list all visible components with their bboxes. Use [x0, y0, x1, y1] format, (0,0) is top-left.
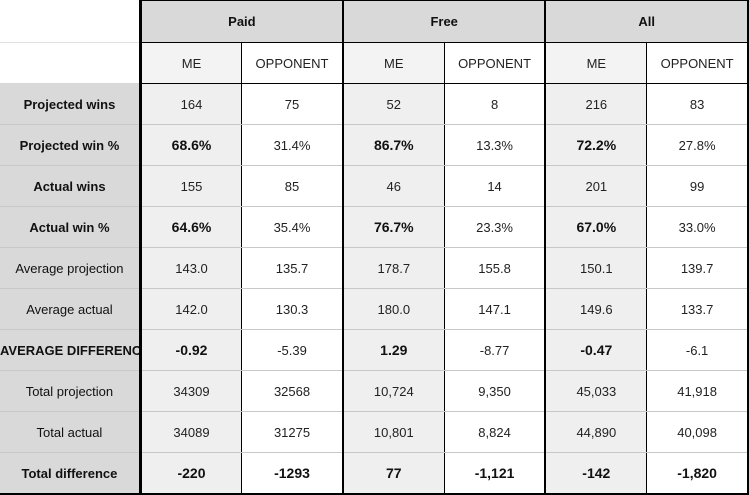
- cell-opponent[interactable]: 155.8: [444, 247, 547, 289]
- cell-opponent[interactable]: 23.3%: [444, 206, 547, 248]
- cell-me[interactable]: 149.6: [545, 288, 648, 330]
- cell-opponent[interactable]: 130.3: [241, 288, 344, 330]
- subheader-opponent[interactable]: OPPONENT: [444, 42, 547, 84]
- cell-me[interactable]: 164: [140, 83, 243, 125]
- cell-me[interactable]: 76.7%: [342, 206, 445, 248]
- cell-me[interactable]: 68.6%: [140, 124, 243, 166]
- subheader-opponent[interactable]: OPPONENT: [241, 42, 344, 84]
- cell-opponent[interactable]: -8.77: [444, 329, 547, 371]
- cell-me[interactable]: 77: [342, 452, 445, 495]
- cell-me[interactable]: 201: [545, 165, 648, 207]
- cell-me[interactable]: 34309: [140, 370, 243, 412]
- cell-me[interactable]: -142: [545, 452, 648, 495]
- cell-me[interactable]: 64.6%: [140, 206, 243, 248]
- table-row: Actual wins 155 85 46 14 201 99: [0, 165, 749, 207]
- cell-opponent[interactable]: -1,121: [444, 452, 547, 495]
- group-header-paid[interactable]: Paid: [139, 0, 344, 43]
- cell-me[interactable]: 72.2%: [545, 124, 648, 166]
- row-label[interactable]: AVERAGE DIFFERENCE: [0, 329, 142, 371]
- cell-opponent[interactable]: 8: [444, 83, 547, 125]
- cell-opponent[interactable]: -5.39: [241, 329, 344, 371]
- cell-opponent[interactable]: 75: [241, 83, 344, 125]
- table-row: Actual win % 64.6% 35.4% 76.7% 23.3% 67.0% 33.…: [0, 206, 749, 248]
- cell-opponent[interactable]: -1,820: [646, 452, 749, 495]
- cell-opponent[interactable]: 41,918: [646, 370, 749, 412]
- row-label[interactable]: Total difference: [0, 452, 142, 495]
- cell-opponent[interactable]: 9,350: [444, 370, 547, 412]
- table-row: AVERAGE DIFFERENCE -0.92 -5.39 1.29 -8.77 -0.…: [0, 329, 749, 371]
- cell-opponent[interactable]: 8,824: [444, 411, 547, 453]
- cell-me[interactable]: -220: [140, 452, 243, 495]
- corner-cell[interactable]: [0, 42, 142, 84]
- subheader-me[interactable]: ME: [545, 42, 648, 84]
- cell-opponent[interactable]: 40,098: [646, 411, 749, 453]
- group-header-row: Paid Free All: [0, 0, 749, 43]
- cell-opponent[interactable]: -6.1: [646, 329, 749, 371]
- table-row: Total actual 34089 31275 10,801 8,824 44,890 4…: [0, 411, 749, 453]
- row-label[interactable]: Total actual: [0, 411, 142, 453]
- cell-me[interactable]: 216: [545, 83, 648, 125]
- cell-me[interactable]: 45,033: [545, 370, 648, 412]
- cell-me[interactable]: 150.1: [545, 247, 648, 289]
- cell-me[interactable]: 34089: [140, 411, 243, 453]
- cell-opponent[interactable]: 31275: [241, 411, 344, 453]
- subheader-opponent[interactable]: OPPONENT: [646, 42, 749, 84]
- cell-me[interactable]: 67.0%: [545, 206, 648, 248]
- row-label[interactable]: Average actual: [0, 288, 142, 330]
- cell-me[interactable]: 46: [342, 165, 445, 207]
- cell-opponent[interactable]: 147.1: [444, 288, 547, 330]
- cell-me[interactable]: 44,890: [545, 411, 648, 453]
- group-header-free[interactable]: Free: [341, 0, 547, 43]
- cell-me[interactable]: 178.7: [342, 247, 445, 289]
- subheader-me[interactable]: ME: [342, 42, 445, 84]
- table-row: Projected wins 164 75 52 8 216 83: [0, 83, 749, 125]
- cell-opponent[interactable]: 133.7: [646, 288, 749, 330]
- cell-me[interactable]: 10,724: [342, 370, 445, 412]
- row-label[interactable]: Actual win %: [0, 206, 142, 248]
- cell-opponent[interactable]: 139.7: [646, 247, 749, 289]
- cell-me[interactable]: 10,801: [342, 411, 445, 453]
- row-label[interactable]: Projected win %: [0, 124, 142, 166]
- table-row: Total difference -220 -1293 77 -1,121 -142 -1,…: [0, 452, 749, 495]
- cell-opponent[interactable]: 31.4%: [241, 124, 344, 166]
- cell-opponent[interactable]: 135.7: [241, 247, 344, 289]
- cell-opponent[interactable]: 35.4%: [241, 206, 344, 248]
- cell-me[interactable]: 142.0: [140, 288, 243, 330]
- table-row: Average projection 143.0 135.7 178.7 155.8 15…: [0, 247, 749, 289]
- row-label[interactable]: Total projection: [0, 370, 142, 412]
- table-row: Average actual 142.0 130.3 180.0 147.1 149.6 1…: [0, 288, 749, 330]
- cell-me[interactable]: 180.0: [342, 288, 445, 330]
- row-label[interactable]: Projected wins: [0, 83, 142, 125]
- sub-header-row: ME OPPONENT ME OPPONENT ME OPPONENT: [0, 42, 749, 84]
- cell-opponent[interactable]: 33.0%: [646, 206, 749, 248]
- cell-me[interactable]: 155: [140, 165, 243, 207]
- subheader-me[interactable]: ME: [140, 42, 243, 84]
- table-row: Total projection 34309 32568 10,724 9,350 45,…: [0, 370, 749, 412]
- cell-me[interactable]: -0.47: [545, 329, 648, 371]
- table-row: Projected win % 68.6% 31.4% 86.7% 13.3% 72.2%…: [0, 124, 749, 166]
- cell-me[interactable]: 52: [342, 83, 445, 125]
- cell-opponent[interactable]: -1293: [241, 452, 344, 495]
- corner-cell[interactable]: [0, 0, 142, 43]
- group-header-all[interactable]: All: [544, 0, 749, 43]
- cell-opponent[interactable]: 83: [646, 83, 749, 125]
- cell-opponent[interactable]: 14: [444, 165, 547, 207]
- cell-opponent[interactable]: 99: [646, 165, 749, 207]
- cell-me[interactable]: 1.29: [342, 329, 445, 371]
- row-label[interactable]: Average projection: [0, 247, 142, 289]
- cell-opponent[interactable]: 27.8%: [646, 124, 749, 166]
- cell-me[interactable]: 86.7%: [342, 124, 445, 166]
- cell-me[interactable]: 143.0: [140, 247, 243, 289]
- cell-me[interactable]: -0.92: [140, 329, 243, 371]
- row-label[interactable]: Actual wins: [0, 165, 142, 207]
- cell-opponent[interactable]: 13.3%: [444, 124, 547, 166]
- cell-opponent[interactable]: 32568: [241, 370, 344, 412]
- cell-opponent[interactable]: 85: [241, 165, 344, 207]
